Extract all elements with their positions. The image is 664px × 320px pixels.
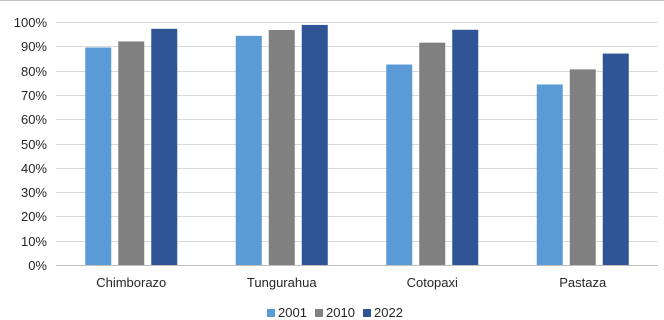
bar-chimborazo-2001 [85, 47, 112, 265]
y-tick-label: 0% [28, 258, 47, 273]
legend-swatch-2010 [315, 309, 323, 317]
y-axis-ticks: 0% 10% 20% 30% 40% 50% 60% 70% 80% 90% 100% [14, 15, 48, 273]
bar-tungurahua-2001 [235, 35, 262, 266]
legend-swatch-2001 [267, 309, 275, 317]
bar-chimborazo-2010 [118, 41, 145, 265]
bars [85, 24, 629, 266]
bar-cotopaxi-2001 [386, 64, 413, 266]
bar-pastaza-2022 [602, 53, 629, 266]
y-tick-label: 90% [21, 39, 47, 54]
category-label: Pastaza [559, 275, 607, 290]
y-tick-label: 30% [21, 185, 47, 200]
category-label: Tungurahua [247, 275, 317, 290]
bar-tungurahua-2022 [301, 24, 328, 265]
y-tick-label: 100% [14, 15, 48, 30]
y-tick-label: 20% [21, 209, 47, 224]
bar-pastaza-2001 [536, 84, 563, 266]
y-tick-label: 50% [21, 137, 47, 152]
category-label: Cotopaxi [407, 275, 458, 290]
bar-chimborazo-2022 [151, 28, 178, 265]
legend-label: 2010 [326, 305, 355, 320]
x-axis-categories: Chimborazo Tungurahua Cotopaxi Pastaza [96, 275, 607, 290]
legend-swatch-2022 [363, 309, 371, 317]
category-label: Chimborazo [96, 275, 166, 290]
y-tick-label: 70% [21, 88, 47, 103]
legend: 2001 2010 2022 [267, 305, 403, 320]
bar-cotopaxi-2022 [452, 29, 479, 265]
y-tick-label: 60% [21, 112, 47, 127]
bar-cotopaxi-2010 [419, 42, 446, 265]
gridlines [56, 22, 658, 242]
legend-label: 2001 [278, 305, 307, 320]
y-tick-label: 40% [21, 161, 47, 176]
y-tick-label: 80% [21, 64, 47, 79]
legend-label: 2022 [374, 305, 403, 320]
bar-pastaza-2010 [569, 69, 596, 265]
bar-tungurahua-2010 [268, 30, 295, 266]
y-tick-label: 10% [21, 234, 47, 249]
